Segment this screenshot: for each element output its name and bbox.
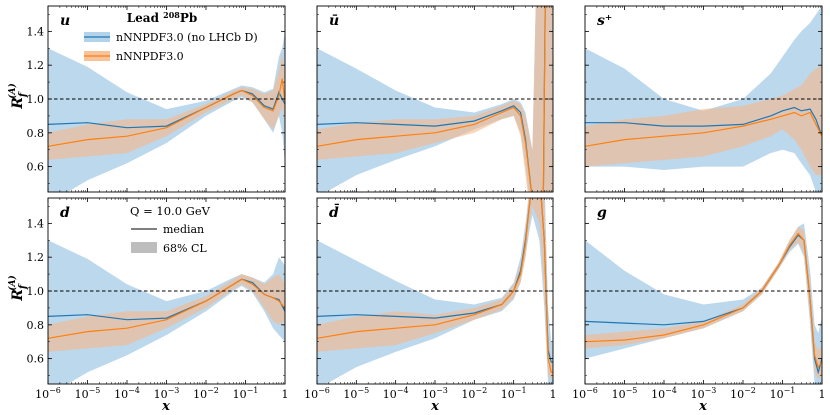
panel-dbar: 10−6 10−5 10−4 10−3 10−2 10−1 1 d̄ bbox=[304, 197, 557, 401]
panel-splus: s⁺ bbox=[584, 5, 823, 193]
xtick-label: 10−2 bbox=[461, 386, 487, 401]
xtick-label: 10−5 bbox=[75, 386, 101, 401]
legend-nucleus: Lead 208Pb nNNPDF3.0 (no LHCb D) nNNPDF3… bbox=[84, 10, 258, 63]
xtick-label: 1 bbox=[819, 388, 826, 401]
ytick-label: 1.0 bbox=[27, 285, 45, 298]
xtick-label: 10−3 bbox=[422, 386, 448, 401]
panel-title-dbar: d̄ bbox=[329, 202, 340, 221]
panel-ubar: ū bbox=[316, 5, 554, 193]
panel-plot-area bbox=[48, 240, 285, 384]
panel-plot-area bbox=[48, 31, 285, 192]
median-nnnpdf30-ubar bbox=[317, 6, 546, 192]
xtick-label: 10−5 bbox=[612, 386, 638, 401]
xtick-label: 10−1 bbox=[770, 386, 796, 401]
panel-g: 10−6 10−5 10−4 10−3 10−2 10−1 1 g bbox=[572, 197, 826, 401]
xlabel-3: x bbox=[698, 399, 707, 414]
band-nnnpdf30-g bbox=[585, 226, 822, 379]
panel-title-u: u bbox=[60, 13, 70, 29]
xtick-label: 1 bbox=[550, 388, 557, 401]
ytick-label: 1.4 bbox=[27, 25, 45, 38]
band-nnnpdf30-d bbox=[48, 274, 285, 352]
median-nnnpdf30-d bbox=[48, 278, 285, 339]
xtick-label: 10−6 bbox=[35, 386, 61, 401]
xtick-label: 1 bbox=[282, 388, 289, 401]
panel-title-ubar: ū bbox=[329, 13, 339, 29]
band-nnnpdf30-ubar bbox=[317, 6, 553, 192]
xtick-label: 10−6 bbox=[572, 386, 598, 401]
panel-u: 0.6 0.8 1.0 1.2 1.4 u bbox=[27, 5, 286, 193]
panel-d: 0.6 0.8 1.0 1.2 1.4 10−6 10−5 10−4 10−3 10−2 10−1 1… bbox=[27, 197, 289, 401]
median-nnnpdf30-g bbox=[585, 232, 822, 369]
band-nnnpdf30-dbar bbox=[317, 198, 553, 379]
xlabel-2: x bbox=[430, 399, 439, 414]
ylabel-bottom: Rf(A) bbox=[7, 275, 29, 301]
legend-mass-number: 208 bbox=[163, 10, 180, 20]
band-nnnpdf30-u bbox=[48, 53, 285, 160]
panel-plot-area bbox=[317, 198, 553, 384]
xlabel-1: x bbox=[161, 399, 170, 414]
ylabel-top-sup: (A) bbox=[7, 83, 18, 99]
ylabel-bottom-main: R bbox=[10, 289, 26, 302]
xtick-label: 10−1 bbox=[233, 386, 259, 401]
ytick-label: 1.2 bbox=[27, 59, 45, 72]
legend-nucleus-title: Lead 208Pb bbox=[127, 10, 198, 25]
ylabel-bottom-sup: (A) bbox=[7, 275, 18, 291]
legend-median-label: median bbox=[163, 223, 204, 236]
median-nnnpdf30-dbar bbox=[317, 198, 553, 373]
panel-title-splus: s⁺ bbox=[597, 13, 612, 29]
ytick-label: 0.6 bbox=[27, 161, 45, 174]
ylabel-bottom-sub: f bbox=[18, 283, 29, 290]
xtick-label: 10−2 bbox=[193, 386, 219, 401]
panel-title-d: d bbox=[60, 205, 70, 221]
xtick-label: 10−5 bbox=[343, 386, 369, 401]
ytick-label: 0.8 bbox=[27, 127, 45, 140]
legend-scale-title: Q = 10.0 GeV bbox=[130, 204, 211, 218]
ytick-label: 1.4 bbox=[27, 217, 45, 230]
median-no-lhcb-splus bbox=[585, 106, 822, 137]
legend-series-1: nNNPDF3.0 (no LHCb D) bbox=[116, 31, 258, 44]
legend-series-2: nNNPDF3.0 bbox=[116, 50, 184, 63]
panel-title-g: g bbox=[597, 205, 607, 221]
ytick-label: 1.2 bbox=[27, 251, 45, 264]
xtick-label: 10−3 bbox=[691, 386, 717, 401]
panel-plot-area bbox=[317, 6, 553, 192]
median-nnnpdf30-splus bbox=[585, 111, 822, 147]
ylabel-top: Rf(A) bbox=[7, 83, 29, 109]
xtick-label: 10−4 bbox=[383, 386, 409, 401]
xtick-label: 10−1 bbox=[501, 386, 527, 401]
band-nnnpdf30-splus bbox=[585, 65, 822, 176]
ylabel-top-main: R bbox=[10, 97, 26, 110]
xtick-label: 10−4 bbox=[114, 386, 140, 401]
ytick-label: 0.6 bbox=[27, 353, 45, 366]
panel-plot-area bbox=[585, 6, 822, 192]
ytick-label: 0.8 bbox=[27, 319, 45, 332]
panel-plot-area bbox=[585, 223, 822, 384]
ylabel-top-sub: f bbox=[18, 91, 29, 98]
median-nnnpdf30-u bbox=[48, 78, 285, 147]
xtick-label: 10−4 bbox=[651, 386, 677, 401]
xtick-label: 10−3 bbox=[154, 386, 180, 401]
legend-cl-label: 68% CL bbox=[163, 242, 207, 255]
xtick-label: 10−6 bbox=[304, 386, 330, 401]
legend-scale: Q = 10.0 GeV median 68% CL bbox=[130, 204, 211, 255]
xtick-label: 10−2 bbox=[730, 386, 756, 401]
legend-cl-swatch bbox=[131, 242, 157, 253]
ytick-label: 1.0 bbox=[27, 93, 45, 106]
